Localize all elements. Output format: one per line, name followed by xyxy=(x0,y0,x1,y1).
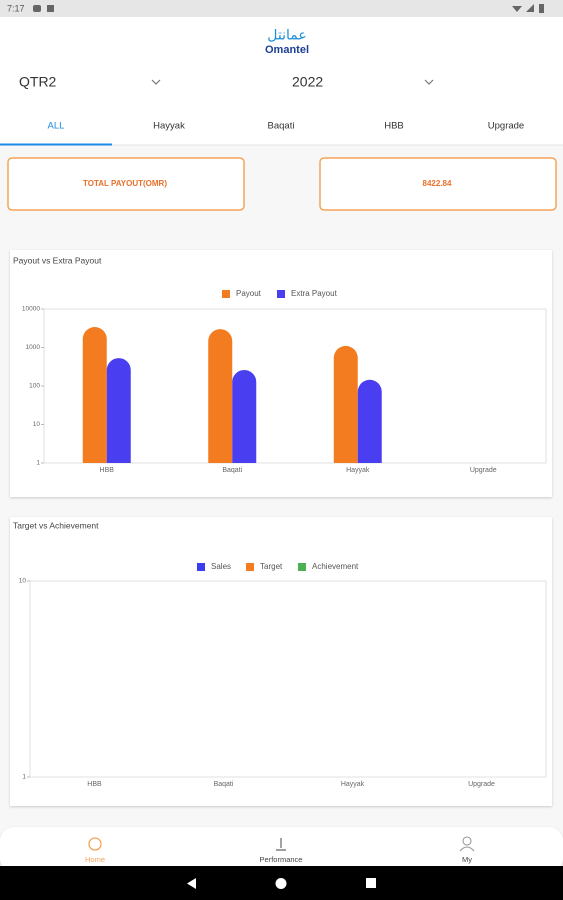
legend-swatch xyxy=(298,563,306,571)
x-tick-label: Hayyak xyxy=(346,467,370,474)
tab[interactable]: Upgrade xyxy=(488,121,524,132)
y-tick-label: 100 xyxy=(29,383,40,390)
nav-labels: Home Performance My xyxy=(85,855,472,864)
legend-label: Target xyxy=(260,562,283,571)
home-icon xyxy=(88,837,102,851)
y-tick-label: 10 xyxy=(33,421,41,428)
logo-text: Omantel xyxy=(265,44,309,56)
legend-swatch xyxy=(222,290,230,298)
legend-label: Extra Payout xyxy=(291,289,338,298)
bar xyxy=(82,327,107,463)
nav-item[interactable]: Home xyxy=(85,855,105,864)
status-icon xyxy=(47,5,54,12)
legend-label: Sales xyxy=(211,562,231,571)
bar xyxy=(333,345,358,463)
dropdown-chevron xyxy=(424,79,434,85)
summary-card xyxy=(7,157,245,211)
y-tick-label: 1000 xyxy=(26,344,41,351)
dropdown-chevron xyxy=(151,79,161,85)
x-tick-label: Baqati xyxy=(214,781,234,788)
x-tick-label: HBB xyxy=(87,781,102,788)
tab-bar: ALL Hayyak Baqati HBB Upgrade xyxy=(48,121,525,132)
legend-swatch xyxy=(246,563,254,571)
chart-title: Target vs Achievement xyxy=(13,520,99,530)
nav-item[interactable]: My xyxy=(462,855,472,864)
plot-area xyxy=(29,580,547,778)
x-tick-label: HBB xyxy=(100,467,115,474)
year-select[interactable]: 2022 xyxy=(292,74,323,90)
status-bar xyxy=(0,0,563,17)
chart-card xyxy=(10,517,552,806)
legend-swatch xyxy=(277,290,285,298)
status-time: 7:17 xyxy=(7,3,25,13)
y-tick-label: 10000 xyxy=(22,306,40,313)
x-tick-label: Upgrade xyxy=(470,467,497,474)
my-icon xyxy=(462,836,472,846)
header xyxy=(0,17,563,145)
recents-button[interactable] xyxy=(366,878,376,888)
battery-icon xyxy=(539,4,544,13)
back-button[interactable] xyxy=(187,878,196,889)
my-icon xyxy=(459,846,475,852)
bar xyxy=(232,370,257,463)
tab[interactable]: Baqati xyxy=(268,121,295,132)
legend-swatch xyxy=(197,563,205,571)
bar xyxy=(357,379,382,463)
performance-icon xyxy=(276,838,286,851)
x-tick-label: Upgrade xyxy=(468,781,495,788)
tab[interactable]: ALL xyxy=(48,121,65,132)
home-button[interactable] xyxy=(275,878,287,889)
y-tick-label: 10 xyxy=(19,578,27,585)
tab[interactable]: HBB xyxy=(384,121,404,132)
y-tick-label: 1 xyxy=(22,774,26,781)
x-tick-label: Baqati xyxy=(222,467,242,474)
summary-card xyxy=(319,157,557,211)
legend-label: Achievement xyxy=(312,562,359,571)
summary-value: 8422.84 xyxy=(423,179,452,188)
chart-title: Payout vs Extra Payout xyxy=(13,255,102,265)
bar xyxy=(106,358,131,463)
summary-label: TOTAL PAYOUT(OMR) xyxy=(83,179,167,188)
logo-arabic: عمانتل xyxy=(267,27,306,43)
wifi-icon xyxy=(512,6,522,12)
tab[interactable]: Hayyak xyxy=(153,121,185,132)
x-tick-label: Hayyak xyxy=(341,781,365,788)
status-icon xyxy=(33,5,41,12)
legend-label: Payout xyxy=(236,289,262,298)
quarter-select[interactable]: QTR2 xyxy=(19,74,57,90)
nav-item[interactable]: Performance xyxy=(260,855,303,864)
bar xyxy=(208,329,233,463)
signal-icon xyxy=(526,4,534,12)
y-tick-label: 1 xyxy=(36,460,40,467)
